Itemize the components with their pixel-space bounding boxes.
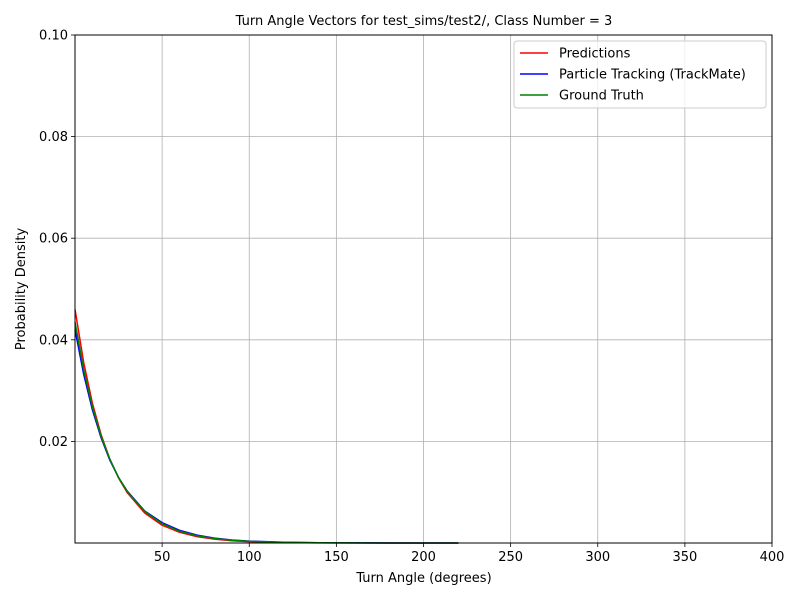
y-axis: 0.02 0.04 0.06 0.08 0.10 [39,29,75,450]
series-line-particle-tracking-trackmate [74,329,459,544]
y-axis-label: Probability Density [14,228,29,351]
series-line-ground-truth [74,321,459,544]
x-tick-label: 100 [237,550,262,565]
x-axis: 50 100 150 200 250 300 350 400 [154,543,785,565]
x-tick-label: 300 [585,550,610,565]
y-tick-label: 0.08 [39,130,68,145]
y-tick-label: 0.02 [39,435,68,450]
legend-label: Particle Tracking (TrackMate) [559,68,746,83]
x-tick-label: 250 [498,550,523,565]
grid [75,34,773,543]
legend-label: Predictions [559,47,631,62]
x-axis-label: Turn Angle (degrees) [355,571,491,586]
legend-label: Ground Truth [559,89,644,104]
series-line-predictions [74,309,459,544]
y-tick-label: 0.04 [39,333,68,348]
x-tick-label: 200 [411,550,436,565]
x-tick-label: 50 [154,550,171,565]
legend-box [513,40,767,109]
x-tick-label: 150 [324,550,349,565]
x-tick-label: 400 [760,550,785,565]
series-layer [74,309,459,544]
chart-title: Turn Angle Vectors for test_sims/test2/,… [235,14,613,29]
y-tick-label: 0.06 [39,232,68,247]
y-tick-label: 0.10 [39,29,68,44]
x-tick-label: 350 [672,550,697,565]
legend: Predictions Particle Tracking (TrackMate)… [513,40,767,109]
